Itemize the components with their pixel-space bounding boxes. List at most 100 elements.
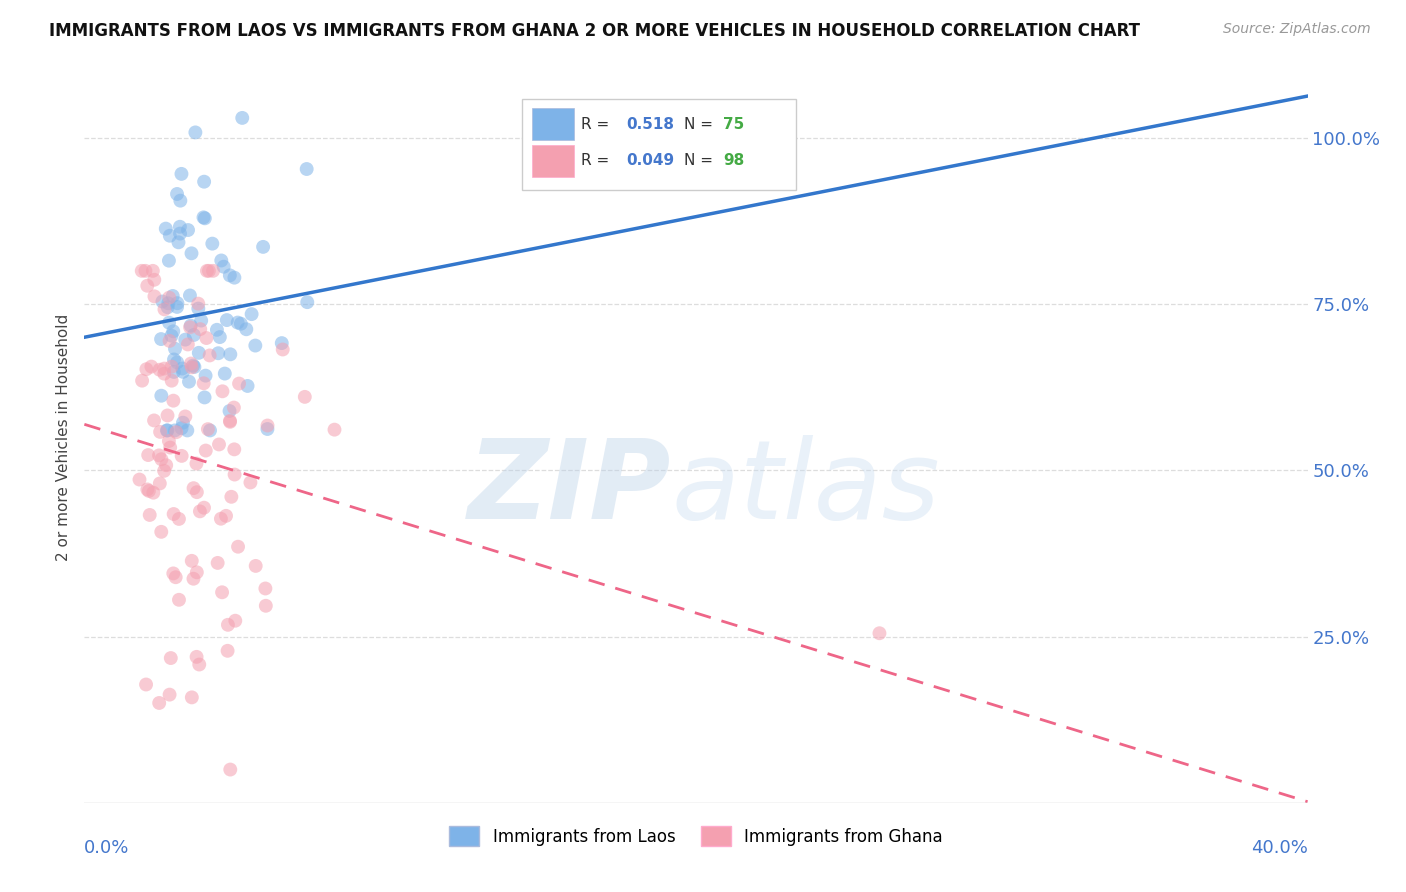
- Point: [148, 363, 170, 377]
- Point: [167, 592, 190, 607]
- Point: [218, 404, 240, 418]
- Point: [245, 338, 267, 352]
- Point: [186, 485, 208, 500]
- Point: [166, 296, 188, 310]
- Point: [176, 424, 198, 438]
- Y-axis label: 2 or more Vehicles in Household: 2 or more Vehicles in Household: [56, 313, 72, 561]
- Text: R =: R =: [581, 117, 619, 131]
- Point: [271, 343, 294, 357]
- Point: [159, 688, 181, 702]
- Point: [138, 508, 160, 522]
- Point: [215, 313, 238, 327]
- Point: [236, 379, 259, 393]
- Point: [217, 617, 239, 632]
- Point: [167, 235, 190, 250]
- Point: [297, 295, 319, 310]
- Point: [138, 483, 160, 498]
- Point: [193, 175, 215, 189]
- Point: [252, 240, 274, 254]
- Point: [194, 443, 217, 458]
- Point: [270, 336, 292, 351]
- Point: [162, 566, 184, 581]
- Point: [165, 570, 187, 584]
- Point: [212, 260, 235, 274]
- Point: [155, 458, 177, 473]
- Point: [156, 409, 179, 423]
- Point: [211, 384, 233, 399]
- Point: [207, 556, 229, 570]
- Point: [228, 376, 250, 391]
- Point: [153, 367, 176, 381]
- Point: [155, 221, 177, 235]
- Point: [150, 389, 173, 403]
- Point: [188, 504, 211, 518]
- Text: 75: 75: [723, 117, 744, 131]
- Point: [163, 424, 186, 438]
- Point: [219, 415, 242, 429]
- Point: [163, 352, 186, 367]
- Point: [135, 677, 157, 691]
- Point: [152, 294, 174, 309]
- Point: [179, 320, 201, 334]
- Point: [163, 365, 186, 379]
- Point: [180, 318, 202, 333]
- Point: [195, 264, 218, 278]
- Point: [143, 273, 166, 287]
- Point: [159, 228, 181, 243]
- Point: [157, 253, 180, 268]
- Point: [141, 359, 163, 374]
- Point: [179, 288, 201, 302]
- Text: R =: R =: [581, 153, 619, 168]
- Point: [224, 614, 246, 628]
- Point: [208, 330, 231, 344]
- Point: [235, 322, 257, 336]
- Point: [221, 490, 243, 504]
- Point: [131, 374, 153, 388]
- Text: atlas: atlas: [672, 434, 941, 541]
- Text: 0.518: 0.518: [626, 117, 675, 131]
- Point: [170, 449, 193, 463]
- Point: [193, 391, 215, 405]
- Point: [172, 416, 194, 430]
- Point: [153, 464, 176, 478]
- Point: [153, 302, 176, 317]
- Point: [254, 599, 277, 613]
- Point: [215, 508, 238, 523]
- Point: [209, 253, 232, 268]
- Point: [157, 316, 180, 330]
- Point: [177, 337, 200, 351]
- Point: [156, 300, 179, 314]
- Point: [256, 418, 278, 433]
- Point: [174, 409, 197, 424]
- FancyBboxPatch shape: [531, 145, 574, 177]
- Point: [187, 296, 209, 310]
- Point: [150, 452, 173, 467]
- Point: [160, 374, 183, 388]
- Point: [136, 483, 159, 497]
- Point: [240, 307, 263, 321]
- Point: [207, 346, 229, 360]
- Point: [160, 328, 183, 343]
- Point: [186, 566, 208, 580]
- Point: [222, 401, 245, 415]
- Point: [186, 649, 208, 664]
- Point: [193, 376, 215, 391]
- Point: [190, 313, 212, 327]
- Point: [219, 414, 242, 428]
- Point: [224, 467, 246, 482]
- Point: [159, 651, 181, 665]
- Point: [148, 449, 170, 463]
- Point: [169, 219, 191, 234]
- Point: [183, 481, 205, 495]
- FancyBboxPatch shape: [522, 99, 796, 190]
- Point: [131, 264, 153, 278]
- Point: [134, 264, 156, 278]
- Point: [224, 442, 246, 457]
- Point: [194, 368, 217, 383]
- Point: [226, 316, 249, 330]
- Point: [149, 476, 172, 491]
- Point: [194, 211, 217, 226]
- Point: [157, 296, 180, 310]
- Point: [162, 507, 184, 521]
- Point: [195, 331, 218, 345]
